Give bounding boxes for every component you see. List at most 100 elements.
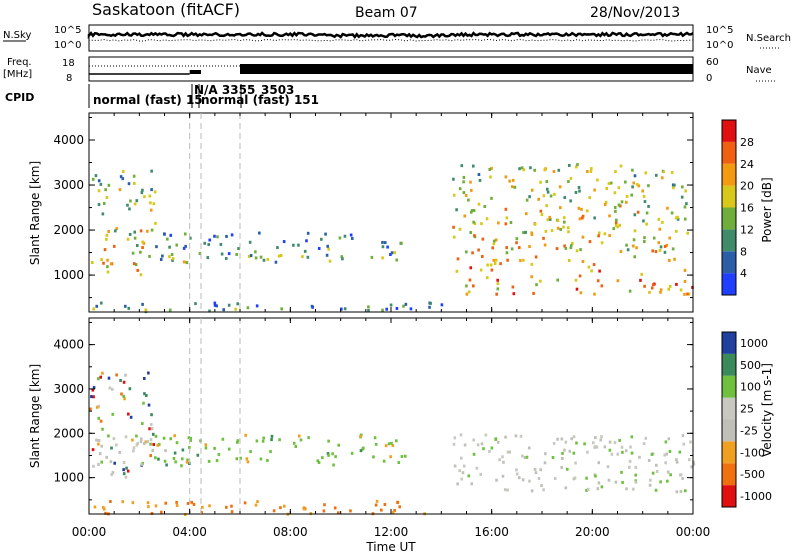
data-cell [674,229,678,233]
data-cell [465,284,468,288]
data-cell [389,303,393,307]
data-cell [149,208,153,212]
data-cell [274,260,278,264]
data-cell [270,438,273,442]
colorbar-segment [722,485,736,507]
data-cell [340,255,344,259]
data-cell [537,476,541,480]
data-cell [621,480,624,484]
data-cell [562,220,566,224]
colorbar-tick-label: -1000 [740,490,772,503]
nsky-series [87,31,694,40]
colorbar-segment [722,251,736,274]
data-cell [452,177,455,181]
data-cell [562,225,565,229]
data-cell [249,254,253,258]
data-cell [333,506,337,510]
data-cell [409,307,413,311]
data-cell [151,449,155,453]
data-cell [636,183,639,187]
data-cell [139,437,143,441]
data-cell [189,436,192,440]
data-cell [100,257,103,261]
data-cell [659,290,662,294]
data-cell [543,461,547,465]
data-cell [294,444,298,448]
data-cell [643,240,646,244]
data-cell [519,259,522,263]
data-cell [480,442,484,446]
data-cell [598,269,601,273]
data-cell [237,247,240,251]
data-cell [496,278,499,282]
data-cell [517,476,521,480]
data-cell [381,245,385,249]
data-cell [225,505,228,509]
data-cell [471,251,474,255]
data-cell [131,438,134,442]
data-cell [659,480,662,484]
data-cell [683,205,687,209]
nsky-tick-bottom: 10^0 [54,40,81,51]
data-cell [97,189,101,193]
data-cell [522,168,526,172]
data-cell [581,235,585,239]
velocity-cpid-lines [189,318,241,514]
data-cell [610,452,614,456]
data-cell [385,307,389,311]
data-cell [128,387,132,391]
data-cell [142,401,145,405]
data-cell [128,207,131,211]
data-cell [453,436,457,440]
data-cell [384,444,388,448]
data-cell [596,487,600,491]
data-cell [532,291,535,295]
data-cell [126,469,130,473]
data-cell [511,285,515,289]
data-cell [105,455,108,459]
data-cell [544,229,548,233]
data-cell [687,292,691,296]
data-cell [234,307,237,311]
data-cell [206,256,210,260]
data-cell [92,464,95,468]
x-tick-label: 12:00 [374,525,409,539]
colorbar-tick-label: 25 [740,403,754,416]
colorbar-tick-label: -25 [740,424,758,437]
data-cell [533,222,537,226]
data-cell [222,308,226,312]
data-cell [166,237,169,241]
data-cell [648,483,652,487]
data-cell [139,273,143,277]
data-cell [676,217,680,221]
x-tick-label: 00:00 [676,525,711,539]
data-cell [101,371,104,375]
data-cell [666,206,669,210]
data-cell [505,246,508,250]
data-cell [279,254,283,258]
data-cell [562,216,566,220]
data-cell [482,447,485,451]
data-cell [135,434,138,438]
data-cell [455,269,459,273]
nsky-trace [87,31,694,42]
data-cell [255,439,259,443]
data-cell [525,212,528,216]
data-cell [183,232,187,236]
data-cell [373,436,377,440]
data-cell [149,438,153,442]
data-cell [142,442,146,446]
data-cell [174,460,177,464]
data-cell [579,248,582,252]
data-cell [594,436,597,440]
data-cell [465,292,469,296]
data-cell [629,445,632,449]
data-cell [676,215,679,219]
data-cell [147,505,150,509]
data-cell [659,245,663,249]
data-cell [537,197,540,201]
data-cell [97,404,101,408]
data-cell [380,508,383,512]
data-cell [490,196,493,200]
data-cell [614,170,617,174]
